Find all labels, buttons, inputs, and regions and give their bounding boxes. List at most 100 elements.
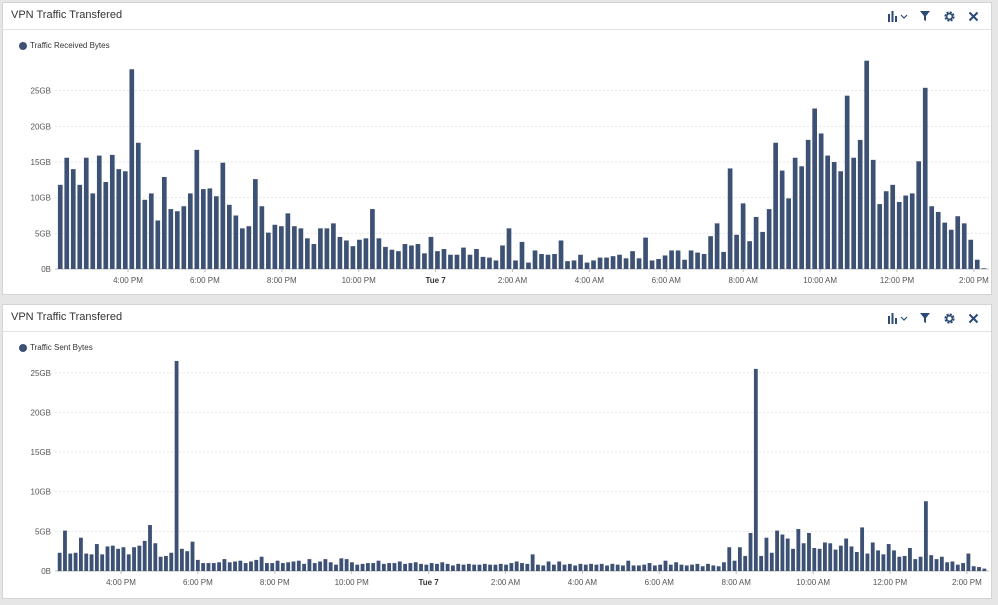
- bar[interactable]: [179, 548, 184, 571]
- bar[interactable]: [658, 564, 663, 571]
- bar[interactable]: [63, 530, 67, 571]
- bar[interactable]: [764, 537, 769, 571]
- bar[interactable]: [663, 560, 668, 571]
- bar[interactable]: [270, 563, 275, 571]
- bar[interactable]: [817, 548, 822, 571]
- bar[interactable]: [948, 229, 954, 269]
- bar[interactable]: [318, 561, 322, 571]
- bar[interactable]: [116, 548, 121, 571]
- bar[interactable]: [610, 256, 616, 269]
- bar[interactable]: [759, 555, 764, 571]
- bar[interactable]: [708, 236, 713, 269]
- bar[interactable]: [945, 562, 950, 571]
- bar[interactable]: [877, 204, 883, 269]
- bar[interactable]: [137, 545, 142, 571]
- bar[interactable]: [254, 559, 259, 571]
- bar[interactable]: [370, 209, 375, 269]
- bar[interactable]: [857, 139, 863, 269]
- bar[interactable]: [461, 247, 466, 269]
- bar[interactable]: [291, 561, 296, 571]
- bar[interactable]: [690, 564, 694, 571]
- bar[interactable]: [701, 254, 707, 269]
- bar[interactable]: [57, 184, 63, 269]
- bar[interactable]: [185, 551, 190, 571]
- bar[interactable]: [674, 562, 679, 571]
- bar[interactable]: [466, 563, 471, 571]
- bar[interactable]: [780, 534, 785, 571]
- bar[interactable]: [84, 553, 89, 571]
- bar[interactable]: [897, 556, 902, 571]
- bar[interactable]: [381, 563, 386, 571]
- bar[interactable]: [376, 560, 381, 571]
- bar[interactable]: [903, 195, 909, 269]
- bar[interactable]: [493, 260, 499, 269]
- bar[interactable]: [833, 549, 838, 571]
- bar[interactable]: [513, 260, 518, 269]
- bar[interactable]: [339, 558, 344, 571]
- settings-button[interactable]: [941, 8, 957, 24]
- bar[interactable]: [823, 542, 827, 571]
- bar[interactable]: [259, 556, 264, 571]
- bar[interactable]: [105, 546, 110, 571]
- bar[interactable]: [504, 564, 508, 571]
- bar[interactable]: [828, 543, 833, 571]
- bar[interactable]: [604, 257, 609, 269]
- bar[interactable]: [387, 563, 392, 571]
- bar[interactable]: [860, 527, 865, 571]
- bar[interactable]: [656, 259, 661, 269]
- bar[interactable]: [129, 69, 135, 270]
- bar[interactable]: [298, 228, 304, 269]
- bar[interactable]: [233, 215, 239, 270]
- bar[interactable]: [419, 563, 423, 571]
- bar[interactable]: [174, 211, 180, 269]
- bar[interactable]: [312, 563, 317, 571]
- bar[interactable]: [424, 564, 429, 571]
- bar[interactable]: [714, 223, 720, 269]
- bar[interactable]: [876, 550, 880, 571]
- bar[interactable]: [631, 565, 636, 571]
- bar[interactable]: [448, 254, 453, 269]
- bar[interactable]: [64, 157, 70, 269]
- bar[interactable]: [551, 564, 556, 571]
- bar[interactable]: [669, 250, 674, 269]
- bar[interactable]: [864, 60, 870, 270]
- bar[interactable]: [279, 226, 284, 269]
- bar[interactable]: [589, 563, 593, 571]
- bar[interactable]: [682, 259, 687, 269]
- bar[interactable]: [266, 232, 271, 269]
- bar[interactable]: [153, 543, 158, 571]
- bar[interactable]: [408, 563, 413, 571]
- bar[interactable]: [487, 257, 492, 269]
- bar[interactable]: [881, 554, 886, 571]
- bar[interactable]: [454, 254, 460, 269]
- bar[interactable]: [647, 563, 652, 571]
- bar[interactable]: [675, 250, 681, 269]
- bar[interactable]: [838, 545, 843, 571]
- bar[interactable]: [908, 548, 912, 571]
- bar[interactable]: [187, 193, 193, 269]
- bar[interactable]: [909, 193, 915, 269]
- bar[interactable]: [562, 564, 567, 571]
- bar[interactable]: [597, 257, 603, 269]
- bar[interactable]: [626, 560, 631, 571]
- bar[interactable]: [753, 368, 758, 571]
- bar[interactable]: [435, 251, 440, 269]
- bar[interactable]: [428, 236, 434, 269]
- bar[interactable]: [913, 559, 918, 571]
- bar[interactable]: [961, 563, 965, 571]
- bar[interactable]: [955, 564, 960, 571]
- bar[interactable]: [396, 251, 401, 269]
- bar[interactable]: [922, 87, 928, 269]
- bar[interactable]: [578, 563, 583, 571]
- bar[interactable]: [734, 234, 739, 269]
- bar[interactable]: [700, 566, 705, 571]
- bar[interactable]: [939, 556, 944, 571]
- filter-button[interactable]: [917, 8, 933, 24]
- bar[interactable]: [805, 139, 811, 269]
- bar[interactable]: [630, 251, 635, 269]
- bar[interactable]: [376, 238, 382, 269]
- bar[interactable]: [974, 259, 980, 269]
- bar[interactable]: [240, 228, 245, 269]
- bar[interactable]: [902, 555, 907, 571]
- bar[interactable]: [536, 564, 540, 571]
